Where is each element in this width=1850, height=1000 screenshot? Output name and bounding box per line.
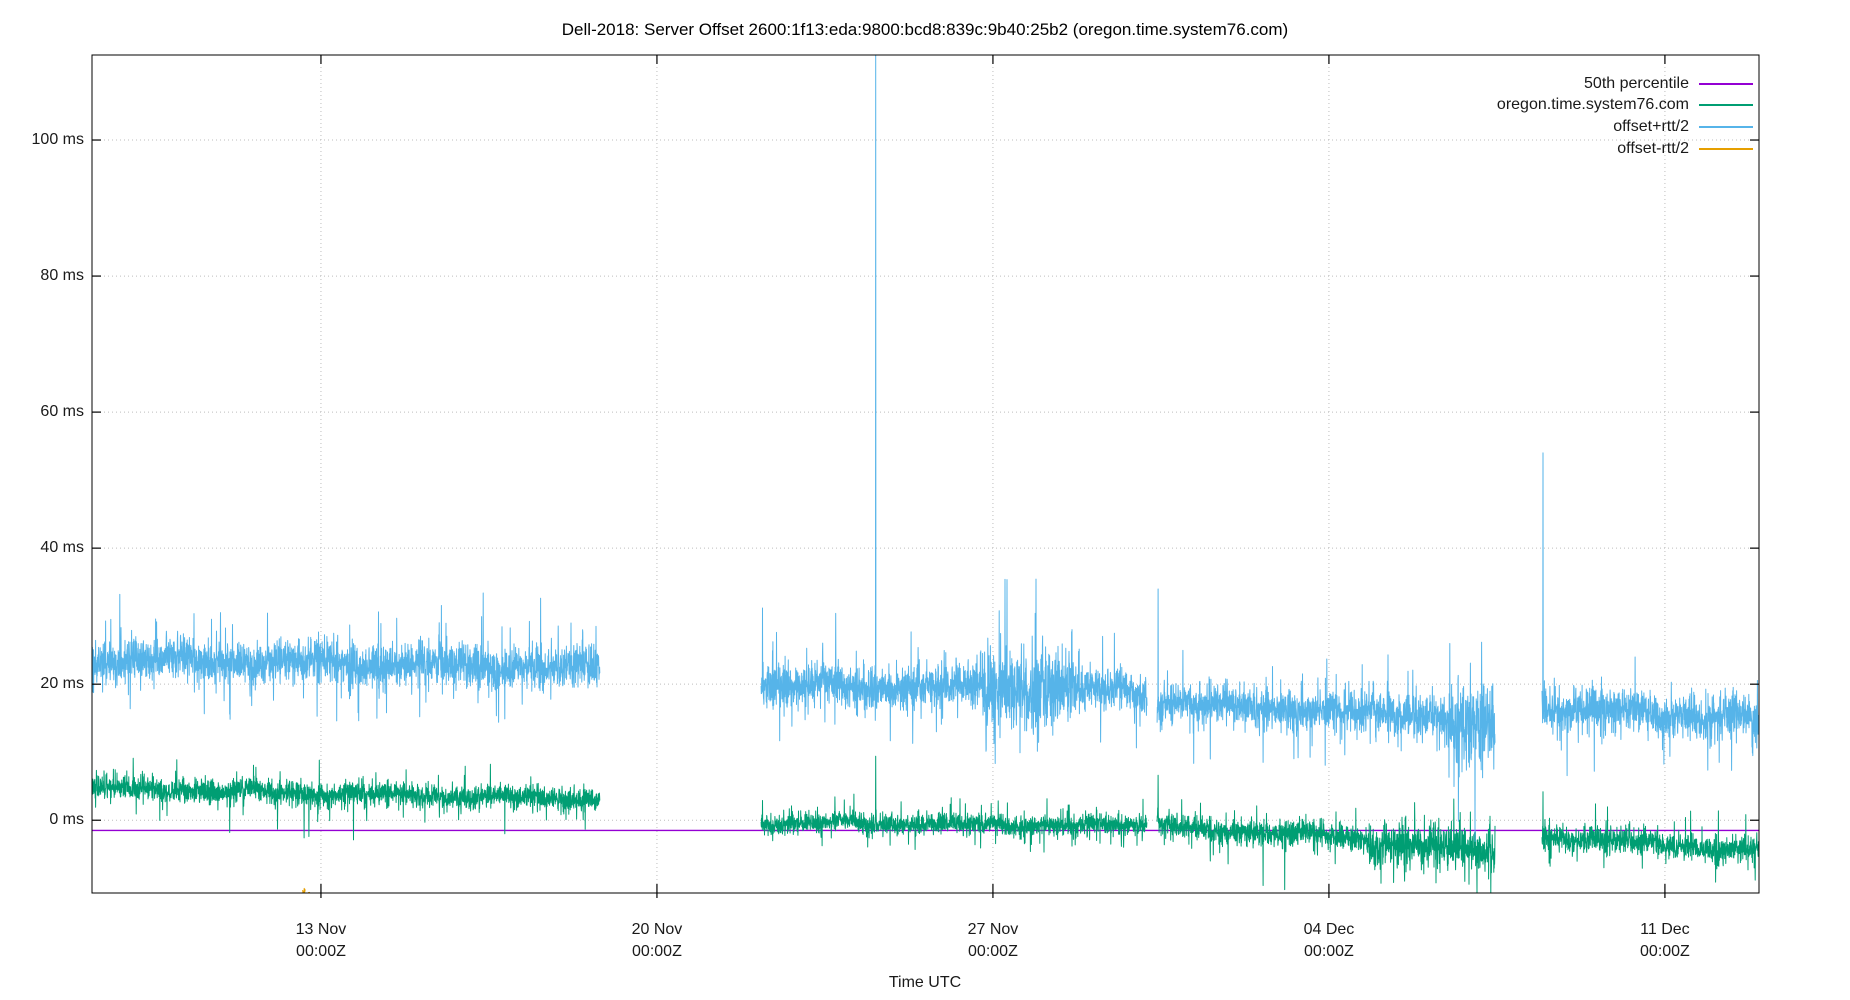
legend-label: offset-rtt/2: [1617, 139, 1689, 157]
legend-line: [1699, 104, 1753, 107]
y-tick-label: 20 ms: [40, 675, 84, 693]
y-tick-label: 80 ms: [40, 267, 84, 285]
legend-line-sample: [1699, 103, 1753, 107]
legend-line-sample: [1699, 147, 1753, 151]
x-tick-label-time: 00:00Z: [296, 943, 346, 960]
series-oregon-time-system76-com: [760, 755, 1148, 853]
y-tick-label: 40 ms: [40, 539, 84, 557]
series-offset-rtt-2: [91, 592, 601, 723]
x-tick-label-time: 00:00Z: [1304, 943, 1354, 960]
legend-line-sample: [1699, 82, 1753, 86]
plot-border: [91, 54, 1760, 894]
series-offset-rtt-2: [1541, 452, 1760, 777]
series-oregon-time-system76-com: [1156, 774, 1496, 894]
chart-title: Dell-2018: Server Offset 2600:1f13:eda:9…: [561, 20, 1289, 39]
legend-line: [1699, 125, 1753, 128]
x-tick-label-date: 27 Nov: [967, 921, 1019, 938]
legend-line: [1699, 147, 1753, 150]
x-tick-label-date: 13 Nov: [295, 921, 347, 938]
series-offset-rtt-2: [302, 887, 306, 894]
series-oregon-time-system76-com: [1541, 791, 1760, 883]
x-tick-label-date: 20 Nov: [631, 921, 683, 938]
series-oregon-time-system76-com: [91, 757, 601, 841]
legend-entry: oregon.time.system76.com: [1497, 95, 1753, 117]
legend-line-sample: [1699, 125, 1753, 129]
y-tick-label: 60 ms: [40, 403, 84, 421]
series-offset-rtt-2: [760, 54, 1148, 764]
x-tick-label-time: 00:00Z: [632, 943, 682, 960]
legend-label: oregon.time.system76.com: [1496, 96, 1689, 114]
legend-label: 50th percentile: [1584, 74, 1689, 92]
x-tick-label-date: 04 Dec: [1303, 921, 1355, 938]
legend-entry: offset-rtt/2: [1497, 138, 1753, 160]
x-axis-title: Time UTC: [888, 974, 962, 991]
y-tick-label: 0 ms: [49, 811, 84, 829]
legend-entry: offset+rtt/2: [1497, 116, 1753, 138]
x-tick-label-time: 00:00Z: [968, 943, 1018, 960]
series-offset-rtt-2: [1156, 588, 1496, 842]
x-tick-label-date: 11 Dec: [1640, 921, 1690, 938]
legend-label: offset+rtt/2: [1613, 117, 1689, 135]
legend-entry: 50th percentile: [1497, 73, 1753, 95]
x-tick-label-time: 00:00Z: [1640, 943, 1690, 960]
y-tick-label: 100 ms: [31, 131, 84, 149]
legend-line: [1699, 82, 1753, 85]
legend: 50th percentile oregon.time.system76.com o…: [1497, 73, 1753, 159]
